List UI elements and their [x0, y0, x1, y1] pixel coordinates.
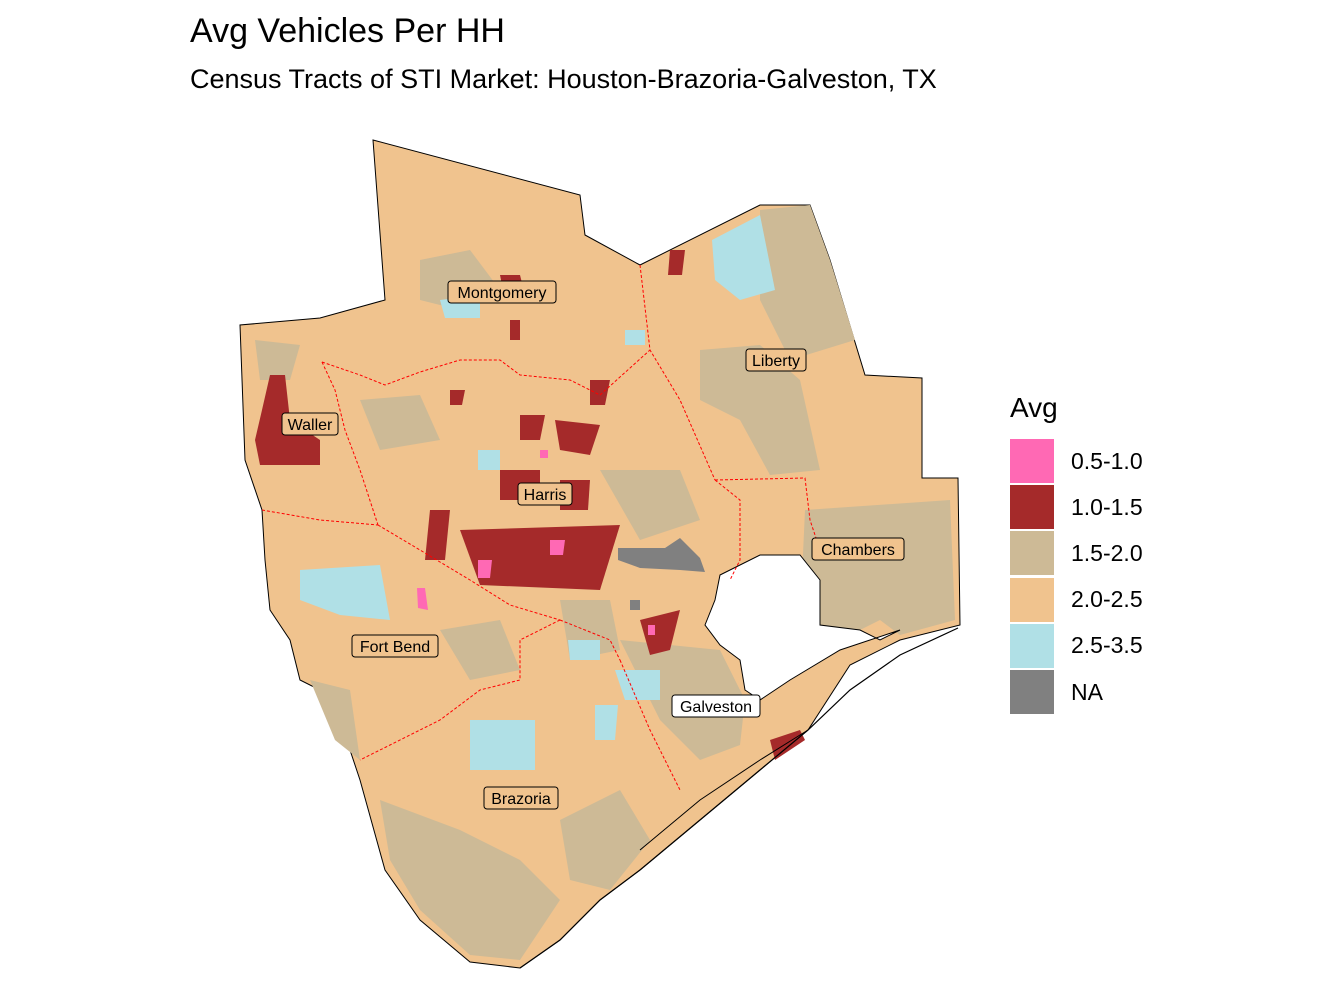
boundary-harris-galveston — [559, 619, 621, 661]
boundary-harris-fortbend — [377, 524, 561, 621]
boundary-montgomery-harris — [321, 349, 651, 396]
label-box-liberty — [745, 348, 807, 372]
label-box-galveston — [671, 694, 761, 718]
boundary-montgomery-liberty — [639, 264, 716, 481]
tract-brazoria-south — [380, 800, 560, 960]
legend-item-0: 0.5-1.0 — [1010, 438, 1143, 484]
tract-pink-5 — [648, 625, 655, 635]
tract-group-2-5-3-5 — [300, 215, 775, 770]
galveston-bay — [704, 554, 901, 701]
chart-title: Avg Vehicles Per HH — [190, 12, 505, 50]
legend-swatch — [1010, 531, 1054, 576]
chart-subtitle: Census Tracts of STI Market: Houston-Bra… — [190, 64, 937, 94]
boundary-waller-harris — [321, 361, 379, 526]
tract-pink-3 — [550, 540, 565, 555]
county-label-chambers: Chambers — [821, 542, 895, 559]
tract-liberty-red — [668, 250, 685, 275]
county-label-brazoria: Brazoria — [491, 791, 551, 808]
label-box-harris — [517, 482, 573, 506]
tract-blue-8 — [478, 450, 500, 470]
legend-label: 0.5-1.0 — [1071, 447, 1143, 474]
legend-label: 2.0-2.5 — [1071, 586, 1143, 613]
tract-galveston-red — [640, 610, 680, 655]
tract-blue-4 — [470, 720, 535, 770]
legend-swatch — [1010, 670, 1054, 715]
county-labels: Montgomery Liberty Waller Harris Chamber… — [281, 280, 905, 810]
tract-liberty-east — [760, 205, 855, 360]
county-label-harris: Harris — [524, 487, 567, 504]
tract-blue-7 — [625, 330, 645, 345]
tract-harris-north — [360, 395, 440, 450]
tract-blue-3 — [300, 565, 390, 620]
legend-swatch — [1010, 439, 1054, 484]
tract-harris-red-3 — [460, 525, 620, 590]
coastline — [519, 627, 959, 969]
legend-title: Avg — [1010, 392, 1058, 423]
label-box-chambers — [811, 537, 905, 561]
boundary-waller-fortbend — [261, 509, 379, 526]
tract-harris-red-1 — [555, 420, 600, 455]
tract-harris-east — [600, 470, 700, 540]
tract-harris-red-5 — [590, 380, 610, 405]
gulf-water — [480, 628, 960, 1008]
label-box-montgomery — [447, 280, 557, 304]
legend: Avg 0.5-1.0 1.0-1.5 1.5-2.0 2.0-2.5 2.5-… — [1010, 392, 1143, 715]
legend-label: NA — [1071, 678, 1103, 705]
tract-fortbend-south — [310, 680, 360, 760]
tract-harris-red-4 — [520, 415, 545, 440]
county-label-waller: Waller — [288, 417, 333, 434]
boundary-fortbend-brazoria — [359, 619, 561, 761]
tract-group-0-5-1-0 — [417, 450, 655, 635]
tract-na-ship-channel — [618, 538, 705, 572]
tract-blue-9 — [568, 640, 600, 660]
label-box-fort-bend — [351, 634, 439, 658]
legend-swatch — [1010, 577, 1054, 622]
legend-item-2: 1.5-2.0 — [1010, 530, 1143, 576]
tract-waller — [255, 340, 300, 380]
barrier-island — [639, 729, 809, 851]
county-label-montgomery: Montgomery — [458, 285, 547, 302]
legend-item-1: 1.0-1.5 — [1010, 484, 1143, 530]
tract-liberty-central — [700, 345, 820, 475]
tract-na-small — [630, 600, 640, 610]
boundary-liberty-chambers — [714, 477, 821, 551]
county-label-galveston: Galveston — [680, 699, 752, 716]
tract-blue-6 — [595, 705, 618, 740]
legend-item-3: 2.0-2.5 — [1010, 577, 1143, 623]
county-label-liberty: Liberty — [752, 353, 800, 370]
county-label-fort-bend: Fort Bend — [360, 639, 430, 656]
label-box-brazoria — [483, 786, 559, 810]
legend-label: 2.5-3.5 — [1071, 632, 1143, 659]
tract-harris-red-2 — [425, 510, 450, 560]
tract-pink-4 — [540, 450, 548, 458]
label-box-waller — [281, 412, 339, 436]
legend-swatch — [1010, 623, 1054, 668]
tract-chambers — [800, 500, 955, 640]
tract-group-na — [618, 538, 705, 610]
tract-harris-red-6 — [450, 390, 465, 405]
legend-label: 1.0-1.5 — [1071, 493, 1143, 520]
legend-item-4: 2.5-3.5 — [1010, 623, 1143, 669]
tract-pink-2 — [478, 560, 492, 578]
boundary-harris-liberty — [714, 479, 741, 581]
boundary-brazoria-galveston — [619, 659, 681, 791]
tract-blue-5 — [615, 670, 660, 700]
legend-swatch — [1010, 485, 1054, 530]
tract-brazoria-west — [440, 620, 520, 680]
legend-item-5: NA — [1010, 669, 1143, 715]
tract-montgomery-red-2 — [510, 320, 520, 340]
tract-blue-1 — [712, 215, 775, 300]
tract-brazoria-central — [560, 790, 650, 890]
county-boundaries — [261, 264, 821, 791]
legend-label: 1.5-2.0 — [1071, 539, 1143, 566]
tract-pink-1 — [417, 588, 428, 610]
